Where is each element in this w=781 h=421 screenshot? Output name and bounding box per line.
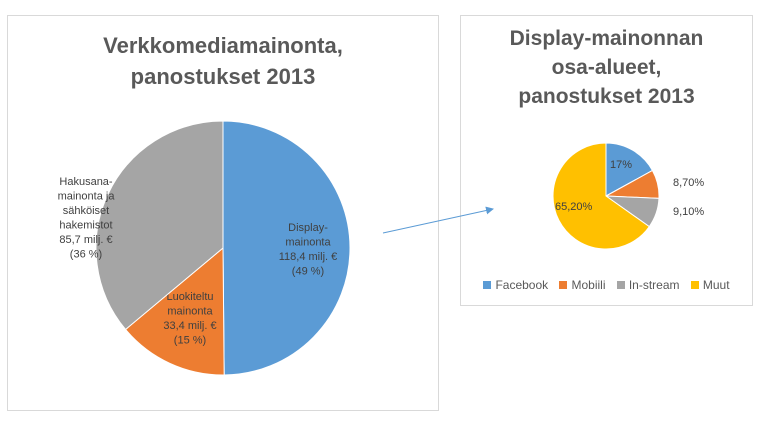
pie-chart-right: 17% 8,70% 9,10% 65,20% — [552, 142, 704, 250]
pie-slice-hakusanamainonta-ja-s-hk-iset-hakemistot — [95, 120, 224, 331]
slice-label-hakusanamainonta-ja-s-hk-iset-hakemistot: Hakusana-mainonta ja sähköiset hakemistot 8… — [58, 176, 116, 261]
legend-item-facebook: Facebook — [483, 278, 548, 292]
legend-swatch-muut — [690, 280, 699, 289]
legend-label-mobiili: Mobiili — [571, 278, 606, 292]
chart-title-right-line-2: osa-alueet, — [551, 56, 662, 79]
chart-title-right: Display-mainonnan osa-alueet, panostukse… — [461, 24, 752, 111]
legend-swatch-in-stream — [616, 280, 625, 289]
slice-label-in-stream: 9,10% — [673, 206, 704, 218]
pie-slice-facebook — [605, 142, 654, 197]
chart-title-right-line-1: Display-mainonnan — [509, 27, 704, 50]
slice-label-muut: 65,20% — [555, 201, 593, 213]
slice-label-mobiili: 8,70% — [673, 177, 704, 189]
legend-label-facebook: Facebook — [495, 278, 549, 292]
slice-label-facebook: 17% — [610, 159, 632, 171]
legend-item-mobiili: Mobiili — [559, 278, 606, 292]
pie-slice-display-mainonta — [222, 120, 351, 376]
chart-panel-left: Verkkomediamainonta, panostukset 2013 Di… — [7, 15, 439, 411]
legend-swatch-mobiili — [559, 280, 568, 289]
chart-title-right-line-3: panostukset 2013 — [518, 85, 695, 108]
legend-right: Facebook Mobiili In-stream Muut — [461, 278, 752, 292]
chart-title-left-line-1: Verkkomediamainonta, — [103, 33, 343, 58]
pie-slice-muut — [552, 142, 650, 250]
legend-item-muut: Muut — [690, 278, 730, 292]
pie-chart-left: Display-mainonta 118,4 milj. € (49 %) Luoki… — [58, 120, 351, 376]
legend-label-muut: Muut — [702, 278, 730, 292]
slice-label-luokiteltu-mainonta: Luokiteltu mainonta 33,4 milj. € (15 %) — [163, 291, 216, 347]
pie-slice-luokiteltu-mainonta — [124, 246, 225, 376]
slice-label-display-mainonta: Display-mainonta 118,4 milj. € (49 %) — [279, 222, 338, 278]
chart-title-left: Verkkomediamainonta, panostukset 2013 — [8, 30, 438, 92]
arrow-line — [382, 206, 494, 234]
chart-panel-right: Display-mainonnan osa-alueet, panostukse… — [460, 15, 753, 306]
legend-item-in-stream: In-stream — [616, 278, 680, 292]
chart-title-left-line-2: panostukset 2013 — [130, 64, 316, 89]
legend-swatch-facebook — [483, 280, 492, 289]
legend-label-in-stream: In-stream — [628, 278, 680, 292]
